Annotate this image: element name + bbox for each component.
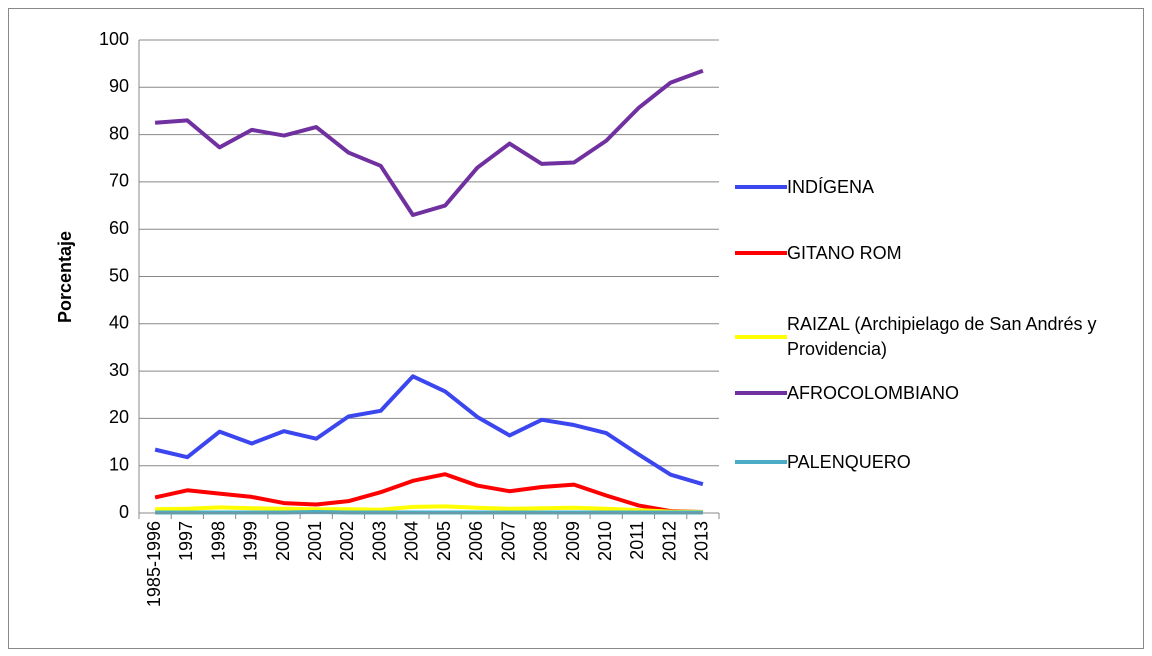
x-tick-label: 2000 [273,521,293,561]
legend-label: PALENQUERO [787,451,911,472]
series-line [154,374,704,487]
y-tick-label: 20 [109,407,129,427]
legend-item: INDÍGENA [735,175,1117,200]
legend-item: RAIZAL (Archipielago de San Andrés y Pro… [735,312,1117,362]
series-line [155,504,703,515]
legend-swatch [735,335,787,339]
x-tick-label: 2008 [531,521,551,561]
y-tick-label: 0 [119,502,129,522]
y-axis-label: Porcentaje [55,231,75,323]
x-tick-label: 2001 [305,521,325,561]
legend-label: GITANO ROM [787,242,902,263]
legend-label: RAIZAL (Archipielago de San Andrés y Pro… [787,314,1097,359]
x-tick-label: 2006 [466,521,486,561]
x-tick-label: 2004 [402,521,422,561]
x-tick-label: 2011 [627,521,647,560]
x-tick-label: 1997 [176,521,196,561]
x-tick-label: 1985-1996 [144,521,164,607]
x-tick-label: 1999 [241,521,261,561]
legend-label: INDÍGENA [787,176,875,197]
x-tick-label: 1998 [208,521,228,561]
x-tick-label: 2013 [692,521,712,561]
x-tick-label: 2003 [369,521,389,561]
series-line [154,472,703,515]
legend-label: AFROCOLOMBIANO [787,382,960,403]
y-tick-label: 70 [109,171,129,191]
x-tick-label: 2010 [595,521,615,561]
legend-item: GITANO ROM [735,241,1117,266]
legend-item: AFROCOLOMBIANO [735,381,1117,406]
x-tick-label: 2002 [337,521,357,561]
x-tick-label: 2012 [659,521,679,561]
legend-item: PALENQUERO [735,450,1117,475]
legend-swatch [735,251,787,255]
x-tick-label: 2007 [498,521,518,561]
legend-swatch [735,391,787,395]
y-tick-label: 50 [109,265,129,285]
legend-swatch [735,460,787,464]
series-line [154,68,704,218]
chart-border [8,8,1144,649]
y-tick-label: 100 [99,29,129,49]
y-tick-label: 30 [109,360,129,380]
legend-swatch [735,185,787,189]
y-tick-label: 90 [109,76,129,96]
x-tick-label: 2009 [563,521,583,561]
x-tick-label: 2005 [434,521,454,561]
y-tick-label: 10 [109,454,129,474]
y-tick-label: 80 [109,123,129,143]
y-tick-label: 60 [109,218,129,238]
y-tick-label: 40 [109,313,129,333]
